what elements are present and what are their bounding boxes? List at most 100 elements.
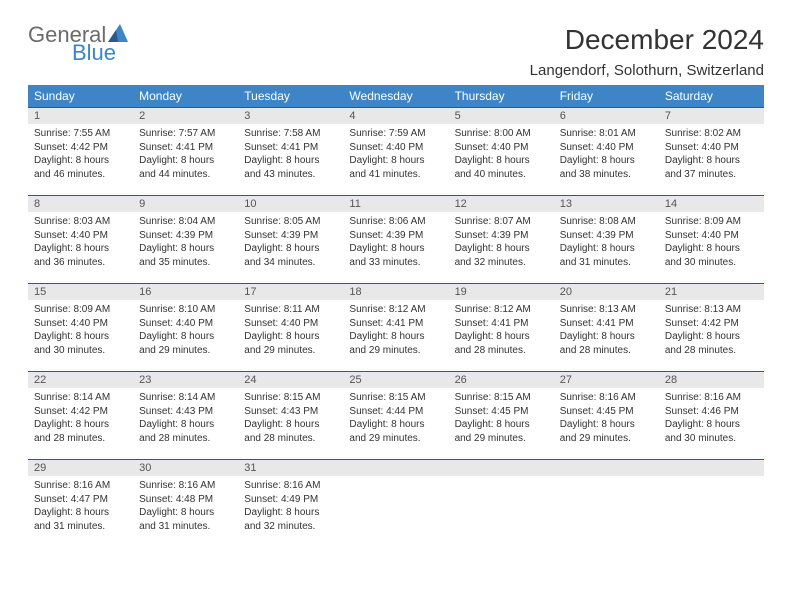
calendar-cell: 18Sunrise: 8:12 AMSunset: 4:41 PMDayligh… [343,284,448,372]
calendar-cell [343,460,448,548]
day-body: Sunrise: 7:57 AMSunset: 4:41 PMDaylight:… [133,124,238,187]
day-number: 24 [238,372,343,388]
sunrise-line: Sunrise: 8:14 AM [34,392,110,403]
sunrise-line: Sunrise: 8:15 AM [349,392,425,403]
weekday-header: Thursday [449,85,554,108]
sunrise-line: Sunrise: 8:16 AM [34,480,110,491]
sunrise-line: Sunrise: 8:04 AM [139,216,215,227]
calendar-body: 1Sunrise: 7:55 AMSunset: 4:42 PMDaylight… [28,108,764,548]
day-body: Sunrise: 8:01 AMSunset: 4:40 PMDaylight:… [554,124,659,187]
daylight-line: Daylight: 8 hours and 34 minutes. [244,243,319,268]
day-number: 8 [28,196,133,212]
day-number: 19 [449,284,554,300]
calendar-cell: 31Sunrise: 8:16 AMSunset: 4:49 PMDayligh… [238,460,343,548]
sunrise-line: Sunrise: 8:07 AM [455,216,531,227]
sunset-line: Sunset: 4:40 PM [560,142,634,153]
calendar-cell: 13Sunrise: 8:08 AMSunset: 4:39 PMDayligh… [554,196,659,284]
month-title: December 2024 [530,24,764,56]
day-number: 5 [449,108,554,124]
calendar-table: SundayMondayTuesdayWednesdayThursdayFrid… [28,85,764,548]
sunrise-line: Sunrise: 7:59 AM [349,128,425,139]
day-number: 18 [343,284,448,300]
daylight-line: Daylight: 8 hours and 35 minutes. [139,243,214,268]
daylight-line: Daylight: 8 hours and 36 minutes. [34,243,109,268]
sunrise-line: Sunrise: 8:08 AM [560,216,636,227]
weekday-row: SundayMondayTuesdayWednesdayThursdayFrid… [28,85,764,108]
sunset-line: Sunset: 4:45 PM [560,406,634,417]
day-body: Sunrise: 8:05 AMSunset: 4:39 PMDaylight:… [238,212,343,275]
calendar-cell: 22Sunrise: 8:14 AMSunset: 4:42 PMDayligh… [28,372,133,460]
weekday-header: Tuesday [238,85,343,108]
calendar-cell: 29Sunrise: 8:16 AMSunset: 4:47 PMDayligh… [28,460,133,548]
sunrise-line: Sunrise: 8:05 AM [244,216,320,227]
calendar-cell: 30Sunrise: 8:16 AMSunset: 4:48 PMDayligh… [133,460,238,548]
sunrise-line: Sunrise: 8:10 AM [139,304,215,315]
sunrise-line: Sunrise: 8:15 AM [244,392,320,403]
sunrise-line: Sunrise: 8:15 AM [455,392,531,403]
calendar-cell: 5Sunrise: 8:00 AMSunset: 4:40 PMDaylight… [449,108,554,196]
daylight-line: Daylight: 8 hours and 28 minutes. [665,331,740,356]
daylight-line: Daylight: 8 hours and 30 minutes. [665,419,740,444]
calendar-cell: 15Sunrise: 8:09 AMSunset: 4:40 PMDayligh… [28,284,133,372]
calendar-head: SundayMondayTuesdayWednesdayThursdayFrid… [28,85,764,108]
day-number [449,460,554,476]
day-body: Sunrise: 8:02 AMSunset: 4:40 PMDaylight:… [659,124,764,187]
sunrise-line: Sunrise: 8:12 AM [455,304,531,315]
day-number: 7 [659,108,764,124]
location-text: Langendorf, Solothurn, Switzerland [530,62,764,79]
calendar-cell: 2Sunrise: 7:57 AMSunset: 4:41 PMDaylight… [133,108,238,196]
daylight-line: Daylight: 8 hours and 28 minutes. [455,331,530,356]
day-body: Sunrise: 8:15 AMSunset: 4:44 PMDaylight:… [343,388,448,451]
sunrise-line: Sunrise: 7:57 AM [139,128,215,139]
day-number: 27 [554,372,659,388]
sunrise-line: Sunrise: 8:03 AM [34,216,110,227]
day-number [659,460,764,476]
weekday-header: Saturday [659,85,764,108]
sunset-line: Sunset: 4:41 PM [139,142,213,153]
daylight-line: Daylight: 8 hours and 30 minutes. [665,243,740,268]
day-number: 3 [238,108,343,124]
sunrise-line: Sunrise: 7:58 AM [244,128,320,139]
calendar-cell [449,460,554,548]
day-number: 16 [133,284,238,300]
day-body [449,476,554,485]
sunset-line: Sunset: 4:45 PM [455,406,529,417]
day-number: 23 [133,372,238,388]
calendar-cell: 14Sunrise: 8:09 AMSunset: 4:40 PMDayligh… [659,196,764,284]
day-body: Sunrise: 8:16 AMSunset: 4:45 PMDaylight:… [554,388,659,451]
day-body [554,476,659,485]
sunrise-line: Sunrise: 8:00 AM [455,128,531,139]
day-body [659,476,764,485]
day-body: Sunrise: 8:15 AMSunset: 4:45 PMDaylight:… [449,388,554,451]
day-body: Sunrise: 8:00 AMSunset: 4:40 PMDaylight:… [449,124,554,187]
day-body: Sunrise: 8:11 AMSunset: 4:40 PMDaylight:… [238,300,343,363]
calendar-week-row: 29Sunrise: 8:16 AMSunset: 4:47 PMDayligh… [28,460,764,548]
day-number [554,460,659,476]
calendar-cell: 10Sunrise: 8:05 AMSunset: 4:39 PMDayligh… [238,196,343,284]
sunset-line: Sunset: 4:43 PM [139,406,213,417]
daylight-line: Daylight: 8 hours and 31 minutes. [139,507,214,532]
sunset-line: Sunset: 4:41 PM [244,142,318,153]
daylight-line: Daylight: 8 hours and 33 minutes. [349,243,424,268]
day-body: Sunrise: 8:13 AMSunset: 4:41 PMDaylight:… [554,300,659,363]
day-number: 29 [28,460,133,476]
calendar-week-row: 8Sunrise: 8:03 AMSunset: 4:40 PMDaylight… [28,196,764,284]
calendar-cell: 11Sunrise: 8:06 AMSunset: 4:39 PMDayligh… [343,196,448,284]
header: General Blue December 2024 Langendorf, S… [28,24,764,79]
sunset-line: Sunset: 4:41 PM [560,318,634,329]
daylight-line: Daylight: 8 hours and 28 minutes. [34,419,109,444]
sunset-line: Sunset: 4:46 PM [665,406,739,417]
calendar-cell: 24Sunrise: 8:15 AMSunset: 4:43 PMDayligh… [238,372,343,460]
sunrise-line: Sunrise: 8:14 AM [139,392,215,403]
sunrise-line: Sunrise: 8:16 AM [665,392,741,403]
day-body: Sunrise: 8:12 AMSunset: 4:41 PMDaylight:… [449,300,554,363]
day-number: 26 [449,372,554,388]
day-body: Sunrise: 7:58 AMSunset: 4:41 PMDaylight:… [238,124,343,187]
daylight-line: Daylight: 8 hours and 41 minutes. [349,155,424,180]
sunset-line: Sunset: 4:40 PM [244,318,318,329]
daylight-line: Daylight: 8 hours and 28 minutes. [139,419,214,444]
daylight-line: Daylight: 8 hours and 30 minutes. [34,331,109,356]
day-number: 9 [133,196,238,212]
day-number: 2 [133,108,238,124]
sunrise-line: Sunrise: 8:09 AM [665,216,741,227]
